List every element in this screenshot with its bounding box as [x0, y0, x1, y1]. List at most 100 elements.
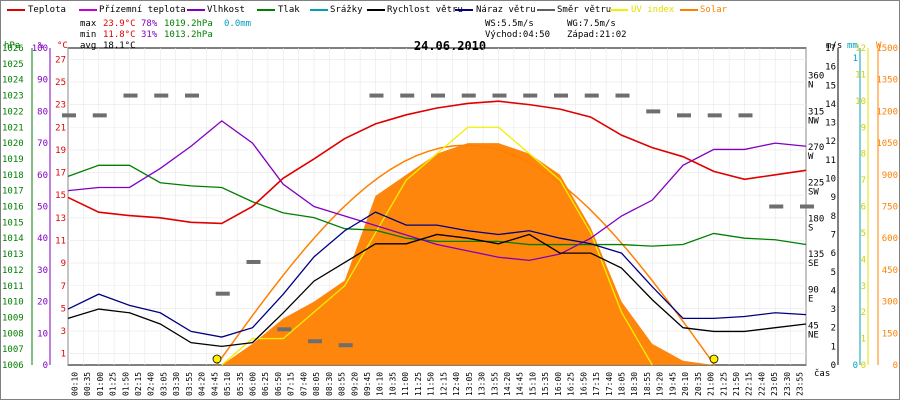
temp-tick-label: 15 [55, 191, 66, 201]
wind-tick-label: 10 [825, 175, 836, 185]
solar-tick-label: 1500 [876, 44, 898, 54]
stat-avg-label: avg [80, 41, 96, 51]
direction-tick-label: 180 [808, 214, 824, 224]
series-line-tlak [67, 164, 807, 247]
wind-direction-mark [769, 204, 784, 209]
humidity-tick-label: 100 [32, 44, 48, 54]
temp-tick-label: 5 [61, 304, 66, 314]
x-tick-label: 02:15 [134, 372, 143, 396]
x-tick-label: 14:20 [503, 372, 512, 396]
uv-tick-label: 12 [855, 44, 866, 54]
series-line-uv-index [221, 126, 653, 366]
stat-avg-temp: 18.1°C [103, 41, 136, 51]
wind-direction-mark [154, 93, 169, 98]
x-tick-label: 13:55 [490, 372, 499, 396]
direction-compass-label: SW [808, 188, 819, 198]
stat-sunrise: Východ:04:50 [485, 30, 550, 40]
temp-tick-label: 19 [55, 146, 66, 156]
solar-tick-label: 300 [882, 298, 898, 308]
solar-tick-label: 600 [882, 234, 898, 244]
direction-tick-label: 45 [808, 321, 819, 331]
temp-tick-label: 11 [55, 236, 66, 246]
sunset-marker [709, 354, 719, 364]
x-tick-label: 17:40 [605, 372, 614, 396]
rain-tick-label: 1 [853, 54, 858, 64]
wind-direction-mark [92, 113, 107, 118]
solar-tick-label: 750 [882, 203, 898, 213]
x-tick-label: 05:35 [236, 372, 245, 396]
wind-direction-mark [677, 113, 691, 118]
direction-compass-label: W [808, 152, 814, 162]
uv-tick-label: 2 [861, 308, 866, 318]
stats: max 23.9°C 78% 1019.2hPa 0.0mm min 11.8°… [80, 19, 627, 51]
x-tick-label: 17:15 [592, 372, 601, 396]
pressure-tick-label: 1019 [2, 155, 24, 165]
x-tick-label: 19:45 [668, 372, 677, 396]
wind-tick-label: 8 [831, 212, 836, 222]
x-tick-label: 13:05 [465, 372, 474, 396]
pressure-tick-label: 1015 [2, 218, 24, 228]
pressure-tick-label: 1024 [2, 76, 24, 86]
stat-rain: 0.0mm [224, 19, 251, 29]
temp-tick-label: 21 [55, 123, 66, 133]
temp-unit: °C [57, 41, 68, 51]
temp-tick-label: 9 [61, 259, 66, 269]
x-tick-label: 00:10 [70, 372, 79, 396]
x-tick-label: 06:00 [249, 372, 258, 396]
wind-tick-label: 7 [831, 230, 836, 240]
wind-direction-mark [123, 93, 138, 98]
wind-direction-mark [308, 339, 322, 344]
humidity-tick-label: 20 [37, 298, 48, 308]
x-tick-label: 15:35 [541, 372, 550, 396]
uv-tick-label: 0 [861, 361, 866, 371]
uv-tick-label: 4 [861, 255, 866, 265]
series-line-n-raz-v-tru [67, 211, 807, 338]
wind-direction-mark [185, 93, 199, 98]
wind-direction-mark [615, 93, 630, 98]
x-tick-label: 00:35 [83, 372, 92, 396]
direction-compass-label: E [808, 295, 813, 305]
series-lines [67, 100, 807, 366]
direction-tick-label: 360 [808, 72, 824, 82]
wind-direction-mark [431, 93, 445, 98]
uv-tick-label: 1 [861, 335, 866, 345]
x-tick-label: 22:15 [745, 372, 754, 396]
direction-tick-label: 270 [808, 143, 824, 153]
x-tick-label: 11:25 [414, 372, 423, 396]
pressure-tick-label: 1012 [2, 266, 24, 276]
chart-title: 24.06.2010 [414, 39, 486, 53]
x-tick-label: 19:20 [656, 372, 665, 396]
x-tick-label: 23:30 [783, 372, 792, 396]
rain-tick-label: 0 [853, 361, 858, 371]
x-tick-label: 10:10 [376, 372, 385, 396]
wind-tick-label: 6 [831, 249, 836, 259]
axis-ticks: 1006100710081009101010111012101310141015… [2, 44, 898, 396]
x-tick-label: 07:15 [287, 372, 296, 396]
stat-sunset: Západ:21:02 [567, 30, 627, 40]
x-tick-label: 08:05 [312, 372, 321, 396]
sunrise-marker [212, 354, 222, 364]
x-tick-label: 16:00 [554, 372, 563, 396]
pressure-tick-label: 1020 [2, 139, 24, 149]
wind-tick-label: 12 [825, 137, 836, 147]
x-tick-label: 23:05 [770, 372, 779, 396]
pressure-tick-label: 1025 [2, 60, 24, 70]
legend-item-prizemni-teplota: Přízemní teplota [79, 5, 186, 15]
uv-tick-label: 3 [861, 282, 866, 292]
series-line-teplota [67, 100, 807, 225]
wind-direction-mark [215, 291, 230, 296]
humidity-tick-label: 50 [37, 203, 48, 213]
x-tick-label: 01:00 [96, 372, 105, 396]
x-tick-label: 08:55 [338, 372, 347, 396]
temp-tick-label: 13 [55, 214, 66, 224]
humidity-tick-label: 0 [43, 361, 48, 371]
stat-min-temp: 11.8°C [103, 30, 136, 40]
stat-min-press: 1013.2hPa [164, 30, 213, 40]
legend-item-tlak: Tlak [257, 5, 300, 15]
pressure-tick-label: 1013 [2, 250, 24, 260]
solar-unit: W [876, 41, 882, 51]
wind-direction-mark [277, 327, 292, 332]
pressure-tick-label: 1018 [2, 171, 24, 181]
wind-direction-mark [646, 109, 661, 114]
